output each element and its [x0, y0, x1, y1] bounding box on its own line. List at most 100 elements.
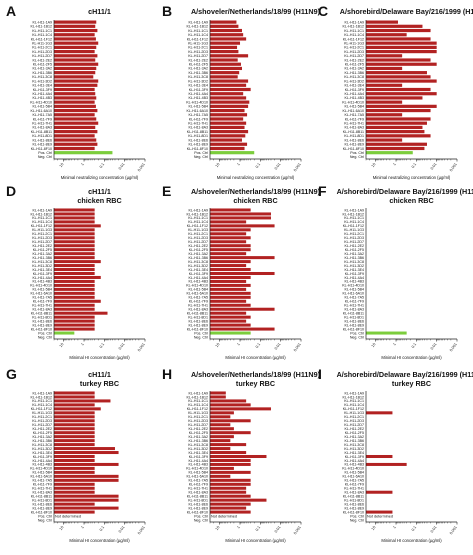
tick-label: KL-H11-1B12: [186, 395, 208, 399]
tick-label: KL-H11-1A9: [32, 20, 52, 24]
tick-label: KL-H11-1C1: [344, 216, 364, 220]
bar: [54, 275, 101, 279]
x-tick-label: 10: [215, 525, 221, 531]
x-tick-label: 1: [392, 162, 396, 166]
bar: [54, 20, 97, 24]
bar: [366, 62, 437, 66]
bar: [210, 264, 247, 268]
x-tick-label: 10: [371, 162, 377, 168]
panel-subtitle: chicken RBC: [389, 196, 433, 205]
tick-label: KL-H11-1B12: [342, 395, 364, 399]
tick-label: KL-H11-2D3: [32, 419, 52, 423]
bar: [54, 498, 119, 502]
tick-label: KL-H11-5B4: [32, 105, 52, 109]
bar: [210, 216, 271, 220]
tick-label: KL-H11-5B4: [32, 471, 52, 475]
bar: [54, 28, 98, 33]
tick-label: KL-H11-1F12: [31, 224, 52, 228]
bar: [54, 108, 98, 113]
bar: [366, 130, 425, 134]
bar: [366, 75, 431, 79]
panel-subtitle: turkey RBC: [80, 379, 119, 388]
tick-label: KL-H11-3A2: [344, 435, 364, 439]
tick-label: KL-H11-1B12: [342, 25, 364, 29]
tick-label: KL-H11-2F5: [345, 431, 364, 435]
tick-label: KL-H11-3C8: [188, 260, 208, 264]
tick-label: KL-H11-3B6: [188, 439, 208, 443]
bar: [54, 125, 96, 130]
bar: [54, 260, 101, 264]
tick-label: KL-H11-4A4: [344, 459, 364, 463]
bar: [54, 100, 95, 104]
tick-label: KL-H11-5B4: [188, 471, 208, 475]
tick-label: KL-H11-2F5: [33, 63, 52, 67]
tick-label: KL-H11-4D10: [342, 284, 364, 288]
tick-label: Pos. Ctrl: [38, 151, 52, 155]
tick-label: KL-H11-3D2: [344, 79, 364, 83]
panel-title: A/shorebird/Delaware Bay/216/1999 (H11N: [340, 7, 473, 16]
tick-label: KL-H11-1C4: [32, 33, 52, 37]
bar: [210, 411, 234, 415]
tick-label: KL-H11-2D7: [188, 240, 208, 244]
bar: [210, 49, 239, 54]
panel-letter: H: [162, 366, 172, 382]
tick-label: Neg. Ctrl: [350, 518, 364, 522]
tick-label: KL-H11-2E2: [344, 244, 364, 248]
tick-label: KL-H11-8B11: [31, 311, 52, 315]
tick-label: KL-H11-2E2: [188, 58, 208, 62]
bar: [210, 439, 231, 443]
tick-label: KL-H11-4A4: [188, 459, 208, 463]
bar: [54, 506, 119, 510]
tick-label: KL-H11-3D2: [188, 264, 208, 268]
tick-label: KL-H11-8E6: [344, 502, 364, 506]
bar: [54, 66, 97, 71]
tick-label: KL-H11-6A10: [342, 292, 364, 296]
bar: [54, 87, 95, 92]
x-tick-label: 10: [59, 342, 65, 348]
tick-label: KL-H11-6A10: [186, 475, 208, 479]
tick-label: KL-H11-2D7: [188, 423, 208, 427]
tick-label: KL-H11-4B3: [188, 96, 208, 100]
bar: [210, 121, 247, 125]
tick-label: KL-H11-1C4: [344, 403, 364, 407]
tick-label: KL-H11-1C1: [32, 216, 52, 220]
x-tick-label: 0.001: [293, 162, 302, 172]
bar: [54, 482, 95, 486]
bar: [54, 315, 95, 319]
tick-label: KL-H11-1G3: [32, 411, 52, 415]
tick-label: KL-H11-4D10: [342, 467, 364, 471]
tick-label: KL-H11-8D1: [344, 315, 364, 319]
tick-label: KL-H11-8E9: [32, 506, 52, 510]
bar: [366, 113, 403, 117]
bar: [366, 28, 431, 33]
x-tick-label: 1: [392, 525, 396, 529]
bar: [210, 279, 247, 283]
x-tick-label: 0.001: [449, 525, 458, 535]
panel-title: A/shoveler/Netherlands/18/99 (H11N9): [191, 7, 321, 16]
bar: [54, 208, 95, 212]
bar: [210, 108, 245, 113]
bar: [210, 100, 250, 104]
tick-label: Neg. Ctrl: [38, 518, 52, 522]
tick-label: KL-H11-1A9: [32, 208, 52, 212]
tick-label: KL-H11-8B11: [343, 311, 364, 315]
bar-pos-ctrl: [366, 331, 407, 335]
bar: [210, 212, 271, 216]
tick-label: KL-H11-3C8: [344, 260, 364, 264]
tick-label: KL-H11-3D2: [32, 447, 52, 451]
bar: [210, 315, 251, 319]
tick-label: KL-H11-7F9: [189, 483, 208, 487]
bar: [54, 443, 95, 447]
bar: [54, 264, 95, 268]
tick-label: KL-H11-3E4: [188, 84, 208, 88]
bar: [366, 121, 427, 125]
tick-label: KL-H11-1G3: [188, 228, 208, 232]
tick-label: KL-H11-8E6: [344, 319, 364, 323]
tick-label: KL-H11-2C1: [32, 415, 52, 419]
bar: [210, 33, 244, 37]
tick-label: KL-H11-2D7: [32, 240, 52, 244]
bar: [54, 415, 95, 419]
bar: [54, 439, 95, 443]
bar: [54, 75, 94, 79]
tick-label: KL-H11-8F10: [343, 327, 364, 331]
